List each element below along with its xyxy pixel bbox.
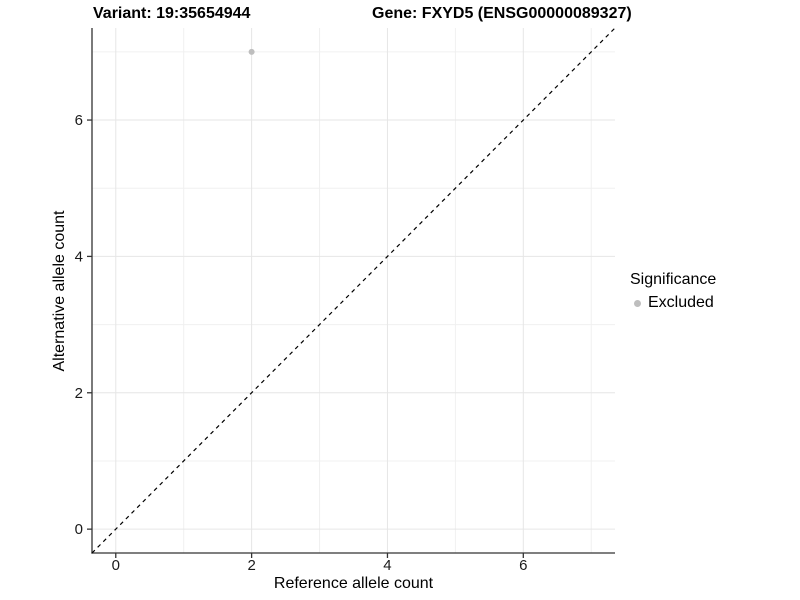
- x-tick-label: 2: [247, 557, 255, 574]
- identity-line: [91, 27, 616, 554]
- plot-title-variant: Variant: 19:35654944: [93, 5, 251, 22]
- excluded-point-icon: [634, 299, 641, 307]
- x-axis-title: Reference allele count: [273, 575, 434, 592]
- legend-item-excluded: Excluded: [630, 294, 716, 312]
- y-tick-label: 4: [75, 248, 83, 265]
- legend-item-label: Excluded: [648, 294, 714, 311]
- x-tick-label: 0: [112, 557, 120, 574]
- y-tick-label: 6: [75, 112, 83, 129]
- y-tick-label: 0: [75, 521, 83, 538]
- data-point: [248, 48, 255, 55]
- x-tick-label: 4: [383, 557, 391, 574]
- y-tick-label: 2: [75, 385, 83, 402]
- x-tick-label: 6: [519, 557, 527, 574]
- legend: Significance Excluded: [630, 271, 716, 312]
- plot-title-gene: Gene: FXYD5 (ENSG00000089327): [372, 5, 632, 22]
- y-axis-title: Alternative allele count: [51, 210, 68, 371]
- legend-title: Significance: [630, 271, 717, 288]
- y-axis-title-box: Alternative allele count: [48, 28, 72, 553]
